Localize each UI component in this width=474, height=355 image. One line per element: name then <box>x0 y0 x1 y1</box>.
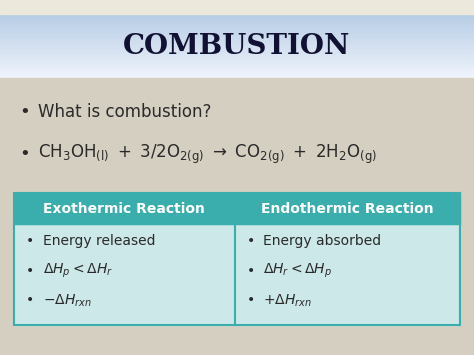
Bar <box>0 25 474 27</box>
Text: •: • <box>26 264 34 278</box>
Bar <box>0 35 474 37</box>
Bar <box>0 56 474 59</box>
Text: What is combustion?: What is combustion? <box>38 103 211 121</box>
Bar <box>0 12 474 13</box>
Bar <box>0 76 474 78</box>
Text: •: • <box>246 234 255 248</box>
Text: •: • <box>19 146 30 163</box>
Bar <box>0 60 474 62</box>
Text: Exothermic Reaction: Exothermic Reaction <box>44 202 205 215</box>
Bar <box>0 0 474 2</box>
Bar <box>0 31 474 33</box>
Text: •: • <box>26 293 34 307</box>
Bar <box>0 33 474 35</box>
Bar <box>0 8 474 10</box>
Text: •: • <box>246 264 255 278</box>
Text: Energy absorbed: Energy absorbed <box>263 234 381 248</box>
Bar <box>0 72 474 74</box>
Bar <box>0 74 474 76</box>
Text: $+\Delta H_{rxn}$: $+\Delta H_{rxn}$ <box>263 292 312 308</box>
Bar <box>0 62 474 65</box>
Bar <box>0 47 474 49</box>
Bar <box>0 59 474 60</box>
Bar <box>0 55 474 56</box>
Text: Endothermic Reaction: Endothermic Reaction <box>261 202 434 215</box>
Bar <box>0 45 474 47</box>
Bar <box>0 65 474 66</box>
Bar <box>0 53 474 55</box>
Bar <box>0 66 474 68</box>
Bar <box>0 27 474 29</box>
Bar <box>0 21 474 23</box>
Bar <box>14 193 460 224</box>
Text: $\Delta H_p < \Delta H_r$: $\Delta H_p < \Delta H_r$ <box>43 262 113 280</box>
Bar <box>0 78 474 355</box>
Bar <box>0 41 474 43</box>
Text: Energy released: Energy released <box>43 234 155 248</box>
Bar <box>0 20 474 21</box>
Text: •: • <box>19 103 30 121</box>
Text: COMBUSTION: COMBUSTION <box>123 33 351 60</box>
Bar <box>0 68 474 70</box>
Bar <box>0 2 474 4</box>
Bar <box>0 49 474 51</box>
Text: $\mathregular{CH_3OH_{(l)}}$$\mathregular{\ +\ 3/2O_{2(g)}}$$\ \rightarrow\ $$\m: $\mathregular{CH_3OH_{(l)}}$$\mathregula… <box>38 143 377 166</box>
Bar <box>0 51 474 53</box>
Bar <box>0 43 474 45</box>
Bar <box>0 10 474 12</box>
Bar <box>0 70 474 72</box>
Bar <box>0 39 474 41</box>
Text: $-\Delta H_{rxn}$: $-\Delta H_{rxn}$ <box>43 292 91 308</box>
Bar <box>0 37 474 39</box>
Text: •: • <box>246 293 255 307</box>
Bar <box>0 6 474 8</box>
Text: •: • <box>26 234 34 248</box>
Bar <box>0 13 474 16</box>
Text: $\Delta H_r < \Delta H_p$: $\Delta H_r < \Delta H_p$ <box>263 262 332 280</box>
Bar <box>0 16 474 17</box>
Bar <box>0 29 474 31</box>
Bar <box>0 0 474 14</box>
Bar <box>0 17 474 20</box>
Bar <box>0 23 474 25</box>
Bar <box>0 4 474 6</box>
Bar <box>14 224 460 325</box>
